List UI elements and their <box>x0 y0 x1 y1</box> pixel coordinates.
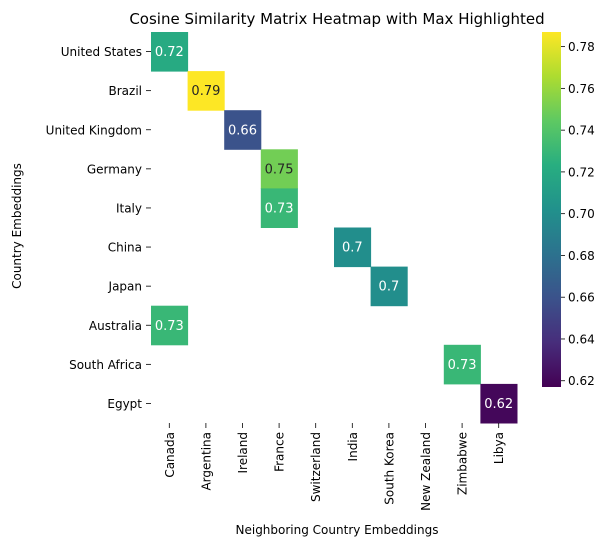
x-tick-label: Libya <box>492 432 506 464</box>
colorbar-tick-label: 0.74 <box>568 124 595 138</box>
chart-title: Cosine Similarity Matrix Heatmap with Ma… <box>129 10 544 28</box>
colorbar-ticks: 0.62 0.64 0.66 0.68 0.70 0.72 0.74 0.76 0.78 <box>561 40 595 388</box>
y-axis: United States Brazil United Kingdom Germany… <box>46 45 151 411</box>
heatmap-cell <box>260 188 298 228</box>
y-tick-label: Germany <box>87 162 142 176</box>
y-axis-label: Country Embeddings <box>10 163 24 289</box>
x-axis: Canada Argentina Ireland France Switzerland I… <box>163 423 506 511</box>
cell-value-label: 0.73 <box>265 201 294 216</box>
x-tick-label: Canada <box>163 432 177 478</box>
y-tick-label: Brazil <box>109 84 143 98</box>
y-tick-label: United States <box>61 45 142 59</box>
cell-value-label: 0.62 <box>484 397 513 412</box>
heatmap-cell <box>370 266 408 307</box>
colorbar-tick-label: 0.70 <box>568 207 595 221</box>
heatmap-cell <box>151 305 189 346</box>
colorbar-tick-label: 0.68 <box>568 249 595 263</box>
cell-value-label: 0.7 <box>342 241 363 256</box>
heatmap-cell <box>260 149 298 189</box>
x-tick-label: Zimbabwe <box>456 432 470 495</box>
y-tick-label: Australia <box>89 319 142 333</box>
colorbar-tick-label: 0.62 <box>568 374 595 388</box>
x-tick-label: Argentina <box>199 432 213 491</box>
colorbar-tick-label: 0.66 <box>568 291 595 305</box>
y-tick-label: Egypt <box>107 397 142 411</box>
colorbar-gradient <box>542 32 561 387</box>
x-tick-label: Switzerland <box>309 432 323 502</box>
x-tick-label: India <box>346 432 360 461</box>
heatmap-cell <box>480 383 518 424</box>
cell-value-label: 0.73 <box>155 319 184 334</box>
colorbar-tick-label: 0.64 <box>568 332 595 346</box>
heatmap-cells: 0.72 0.79 0.66 0.75 0.73 0.7 0.7 0.73 0.73 0.62 <box>151 32 518 424</box>
heatmap-cell <box>151 32 189 72</box>
x-tick-label: Ireland <box>236 432 250 474</box>
x-tick-label: France <box>273 432 287 472</box>
cell-value-label: 0.75 <box>265 162 294 177</box>
cell-value-label: 0.66 <box>228 123 257 138</box>
x-tick-label: South Korea <box>382 432 396 505</box>
y-tick-label: China <box>108 241 142 255</box>
cell-value-label: 0.79 <box>191 84 220 99</box>
colorbar: 0.62 0.64 0.66 0.68 0.70 0.72 0.74 0.76 0.78 <box>542 32 595 388</box>
y-tick-label: Japan <box>108 280 142 294</box>
cell-value-label: 0.72 <box>155 45 184 60</box>
heatmap-cell <box>187 71 225 111</box>
heatmap-cell <box>443 344 481 385</box>
heatmap-cell <box>224 110 262 150</box>
y-tick-label: Italy <box>116 201 142 215</box>
y-tick-label: United Kingdom <box>46 123 142 137</box>
colorbar-tick-label: 0.72 <box>568 165 595 179</box>
colorbar-tick-label: 0.78 <box>568 40 595 54</box>
colorbar-tick-label: 0.76 <box>568 82 595 96</box>
cell-value-label: 0.73 <box>448 358 477 373</box>
cell-value-label: 0.7 <box>379 280 400 295</box>
y-tick-label: South Africa <box>69 358 142 372</box>
x-axis-label: Neighboring Country Embeddings <box>236 523 439 537</box>
heatmap-cell <box>334 227 372 268</box>
x-tick-label: New Zealand <box>419 432 433 511</box>
